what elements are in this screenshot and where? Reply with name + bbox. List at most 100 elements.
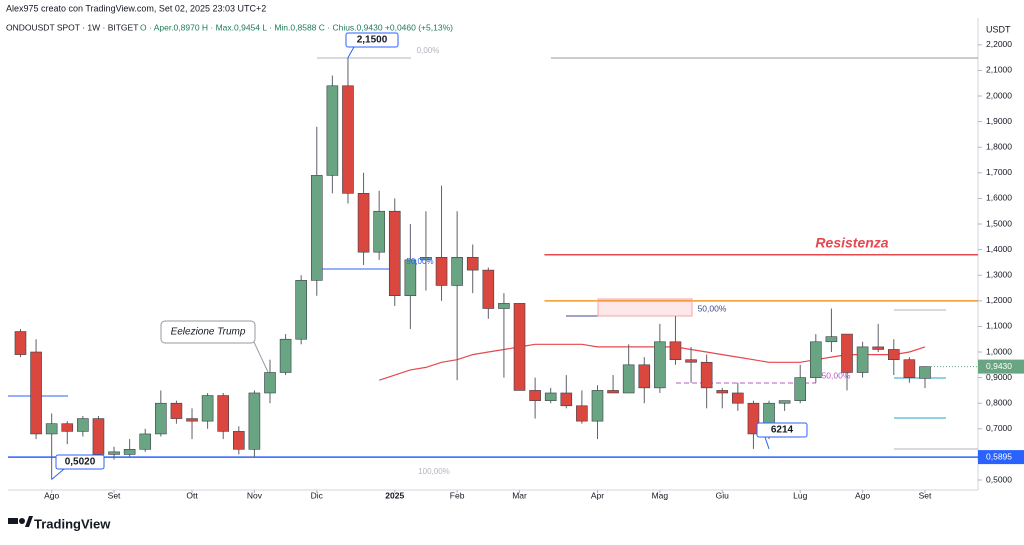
x-tick-label: Set [108, 490, 121, 500]
level-tag-label: 0,5895 [986, 451, 1012, 461]
y-tick-label: 1,5000 [986, 218, 1012, 228]
candle-body [326, 85, 339, 176]
candle-body [264, 372, 276, 394]
y-tick-label: 1,6000 [986, 193, 1012, 203]
fib-label: 50,00% [406, 257, 433, 266]
logo-icon [19, 518, 25, 524]
candle-body [61, 423, 74, 432]
candle-body [513, 303, 526, 391]
x-tick-label: Mag [652, 490, 669, 500]
callout-box [345, 32, 399, 48]
candle-body [903, 359, 916, 378]
y-tick-label: 1,3000 [986, 269, 1012, 279]
candle-body [544, 392, 557, 401]
candle-body [825, 336, 838, 343]
candle-body [856, 346, 869, 373]
candle-body [778, 400, 791, 404]
annotation: Eelezione Trump [171, 327, 246, 338]
candle-body [482, 269, 495, 309]
logo-icon [8, 518, 18, 524]
candle-body [279, 338, 292, 373]
last-price-label: 0,9430 [986, 361, 1012, 371]
candle-body [669, 341, 682, 361]
callout-pointer [252, 339, 269, 373]
callout-label: 6214 [771, 425, 794, 436]
logo: TradingView [8, 516, 111, 531]
candle-body [155, 402, 167, 435]
candle-body [498, 303, 510, 309]
candle-body [420, 257, 432, 261]
logo-text: TradingView [34, 516, 111, 531]
callout-box [756, 422, 808, 438]
y-tick-label: 0,9000 [986, 372, 1012, 382]
candle-body [45, 423, 58, 435]
logo-icon [25, 516, 33, 527]
candle-body [576, 405, 588, 422]
candle-body [607, 390, 619, 394]
x-tick-label: Giu [716, 490, 730, 500]
y-tick-label: 1,0000 [986, 346, 1012, 356]
last-price-tag [978, 359, 1024, 374]
candle-body [357, 193, 370, 253]
currency: USDT [986, 24, 1011, 34]
candle-body [30, 351, 42, 435]
x-tick-label: Nov [247, 490, 263, 500]
candle-body [887, 349, 900, 361]
x-tick-label: 2025 [385, 490, 404, 500]
candle-body [685, 359, 697, 363]
drawing [597, 298, 693, 317]
x-tick-label: Apr [591, 490, 604, 500]
y-tick-label: 2,2000 [986, 39, 1012, 49]
candle-body [529, 390, 541, 401]
callout-pointer [51, 468, 65, 480]
x-tick-label: Set [919, 490, 932, 500]
candle-body [732, 392, 744, 404]
y-tick-label: 1,9000 [986, 116, 1012, 126]
candle-body [622, 364, 635, 394]
candle-body [841, 333, 853, 373]
callout-pointer [764, 436, 770, 450]
candle-body [700, 361, 713, 389]
y-tick-label: 1,2000 [986, 295, 1012, 305]
y-tick-label: 0,8000 [986, 397, 1012, 407]
candle-body [872, 346, 884, 350]
x-tick-label: Dic [311, 490, 324, 500]
candle-body [201, 395, 214, 422]
candle-body [92, 418, 105, 455]
candle-body [810, 341, 822, 378]
candle-body [14, 331, 27, 355]
ohlc-line: O · Aper.0,8970 H · Max.0,9454 L · Min.0… [140, 22, 453, 32]
candle-body [170, 402, 183, 419]
y-tick-label: 0,7000 [986, 423, 1012, 433]
candle-body [794, 377, 807, 401]
author-line: Alex975 creato con TradingView.com, Set … [6, 3, 266, 13]
x-tick-label: Feb [450, 490, 465, 500]
y-tick-label: 1,7000 [986, 167, 1012, 177]
candle-body [217, 395, 230, 432]
candle-body [373, 210, 385, 253]
candle-body [654, 341, 666, 389]
callout-box [55, 454, 105, 470]
fib-label: 0,00% [417, 46, 440, 55]
x-tick-label: Ott [186, 490, 198, 500]
callout-pointer [347, 46, 355, 58]
candle-body [139, 433, 152, 450]
plot: 0,50000,60000,70000,80000,90001,00001,10… [8, 32, 1024, 500]
candle-body [388, 210, 401, 297]
candle-body [435, 257, 448, 286]
x-tick-label: Ago [855, 490, 870, 500]
callout-label: 0,5020 [65, 457, 96, 468]
candle-body [451, 257, 463, 286]
candle-body [108, 451, 120, 455]
y-tick-label: 1,8000 [986, 141, 1012, 151]
candle-body [310, 175, 323, 281]
candle-body [747, 402, 760, 435]
candle-body [186, 418, 198, 422]
y-tick-label: 2,0000 [986, 90, 1012, 100]
x-tick-label: Ago [44, 490, 59, 500]
x-tick-label: Mar [512, 490, 527, 500]
level-tag [978, 450, 1024, 465]
